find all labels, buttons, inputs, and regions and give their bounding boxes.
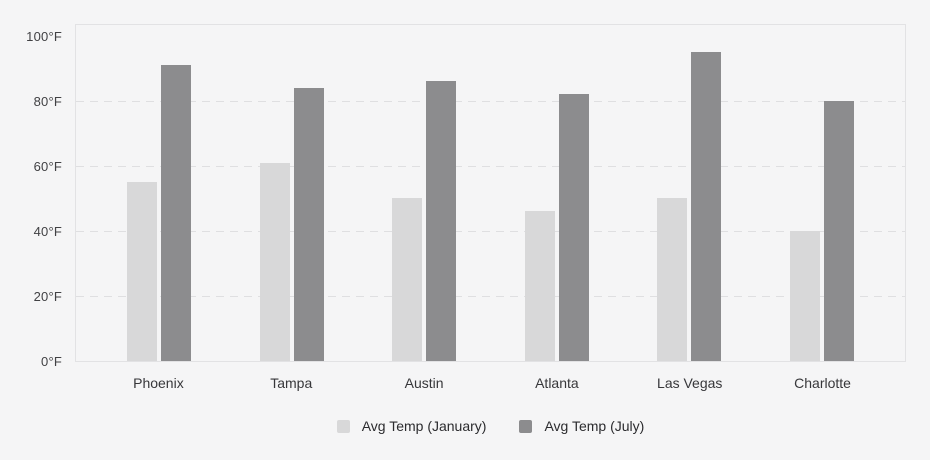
gridline-80 [76, 100, 905, 102]
bar-avg-temp-july-charlotte[interactable] [823, 101, 854, 361]
x-axis-label-phoenix: Phoenix [133, 375, 184, 391]
bar-group-las-vegas [623, 25, 756, 361]
y-axis: 0°F 20°F 40°F 60°F 80°F 100°F [0, 24, 62, 369]
bar-groups [76, 25, 905, 361]
bar-avg-temp-july-tampa[interactable] [293, 88, 324, 361]
y-tick-label-60: 60°F [33, 159, 62, 174]
bar-group-atlanta [491, 25, 624, 361]
bar-avg-temp-january-phoenix[interactable] [127, 182, 158, 361]
legend-swatch-icon [519, 419, 533, 433]
legend: Avg Temp (January) Avg Temp (July) [75, 417, 906, 435]
bar-avg-temp-july-las-vegas[interactable] [691, 52, 722, 361]
x-axis-label-atlanta: Atlanta [535, 375, 579, 391]
gridline-40 [76, 230, 905, 232]
bar-avg-temp-january-tampa[interactable] [259, 163, 290, 361]
y-tick-label-100: 100°F [26, 29, 62, 44]
bar-group-charlotte [756, 25, 889, 361]
bar-avg-temp-july-phoenix[interactable] [161, 65, 192, 361]
legend-label: Avg Temp (July) [544, 418, 645, 434]
y-tick-label-40: 40°F [33, 224, 62, 239]
x-axis-label-las-vegas: Las Vegas [657, 375, 723, 391]
legend-item-avg-temp-january[interactable]: Avg Temp (January) [336, 417, 487, 435]
bar-avg-temp-january-austin[interactable] [392, 198, 423, 361]
legend-swatch-icon [336, 419, 350, 433]
plot-area [75, 24, 906, 362]
bar-group-austin [358, 25, 491, 361]
gridline-20 [76, 295, 905, 297]
x-axis-label-charlotte: Charlotte [794, 375, 851, 391]
bar-avg-temp-january-charlotte[interactable] [789, 231, 820, 361]
bar-avg-temp-july-austin[interactable] [426, 81, 457, 361]
x-axis-label-tampa: Tampa [270, 375, 313, 391]
x-axis: Phoenix Tampa Austin Atlanta Las Vegas Charlo… [75, 374, 906, 392]
y-tick-label-80: 80°F [33, 94, 62, 109]
y-tick-label-0: 0°F [41, 354, 62, 369]
bar-group-tampa [226, 25, 359, 361]
legend-label: Avg Temp (January) [361, 418, 487, 434]
legend-item-avg-temp-july[interactable]: Avg Temp (July) [519, 417, 644, 435]
bar-avg-temp-july-atlanta[interactable] [558, 94, 589, 361]
bar-avg-temp-january-las-vegas[interactable] [657, 198, 688, 361]
gridline-60 [76, 165, 905, 167]
bar-avg-temp-january-atlanta[interactable] [524, 211, 555, 361]
x-axis-label-austin: Austin [404, 375, 444, 391]
y-tick-label-20: 20°F [33, 289, 62, 304]
bar-group-phoenix [93, 25, 226, 361]
